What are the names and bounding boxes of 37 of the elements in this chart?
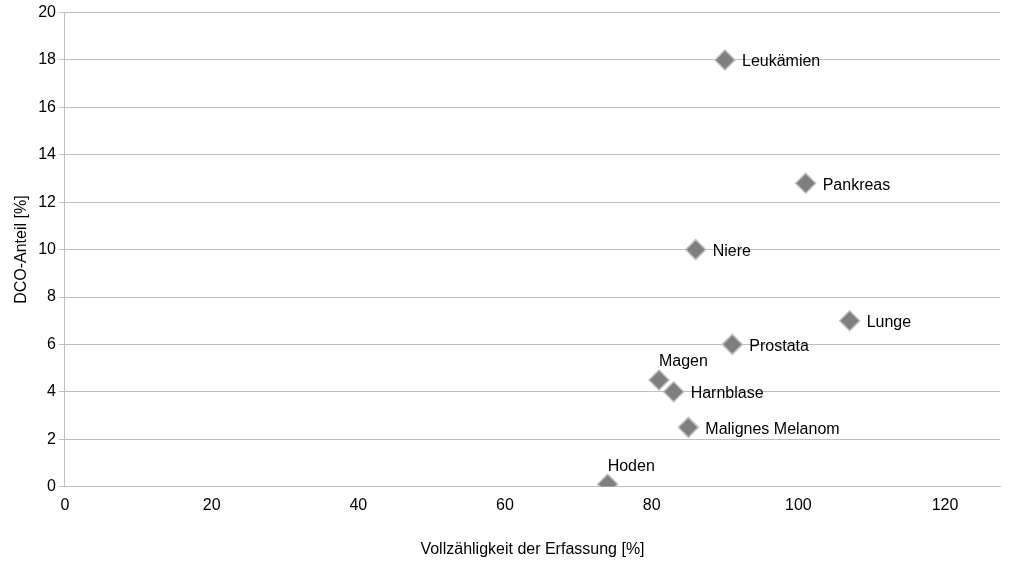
x-tick-label: 120 xyxy=(931,495,959,513)
x-tick-label: 60 xyxy=(496,495,514,513)
y-tick-label: 12 xyxy=(38,192,57,210)
y-tick-label: 0 xyxy=(47,477,57,495)
point xyxy=(714,49,736,71)
y-tick-label: 8 xyxy=(47,287,57,305)
annotation: Pankreas xyxy=(822,175,891,193)
x-tick-label: 20 xyxy=(202,495,221,513)
y-tick-label: 16 xyxy=(38,97,57,115)
x-tick-label: 0 xyxy=(60,495,70,513)
y-tick-label: 4 xyxy=(47,382,57,400)
y-axis-title: DCO-Anteil [%] xyxy=(12,195,30,304)
point xyxy=(662,381,685,403)
point xyxy=(684,238,707,261)
annotation: Prostata xyxy=(749,336,810,354)
y-tick-label: 10 xyxy=(38,240,57,258)
point xyxy=(677,416,700,439)
point xyxy=(838,309,861,332)
annotation: Hoden xyxy=(607,456,655,474)
x-axis-title: Vollzähligkeit der Erfassung [%] xyxy=(420,539,645,557)
point xyxy=(794,172,817,194)
annotation: Lunge xyxy=(866,313,912,331)
point xyxy=(648,369,670,391)
y-tick-label: 6 xyxy=(47,334,57,352)
y-tick-label: 18 xyxy=(38,50,57,68)
x-tick-label: 100 xyxy=(784,495,812,513)
x-tick-label: 40 xyxy=(349,495,368,513)
annotation: Harnblase xyxy=(690,384,764,402)
y-tick-label: 2 xyxy=(47,429,57,447)
y-tick-label: 14 xyxy=(38,145,57,163)
annotation: Leukämien xyxy=(742,52,821,70)
x-tick-label: 80 xyxy=(642,495,661,513)
annotation: Niere xyxy=(712,242,751,260)
y-tick-label: 20 xyxy=(38,3,57,21)
point xyxy=(721,333,744,356)
annotation: Malignes Melanom xyxy=(705,419,840,437)
annotation: Magen xyxy=(659,352,708,370)
